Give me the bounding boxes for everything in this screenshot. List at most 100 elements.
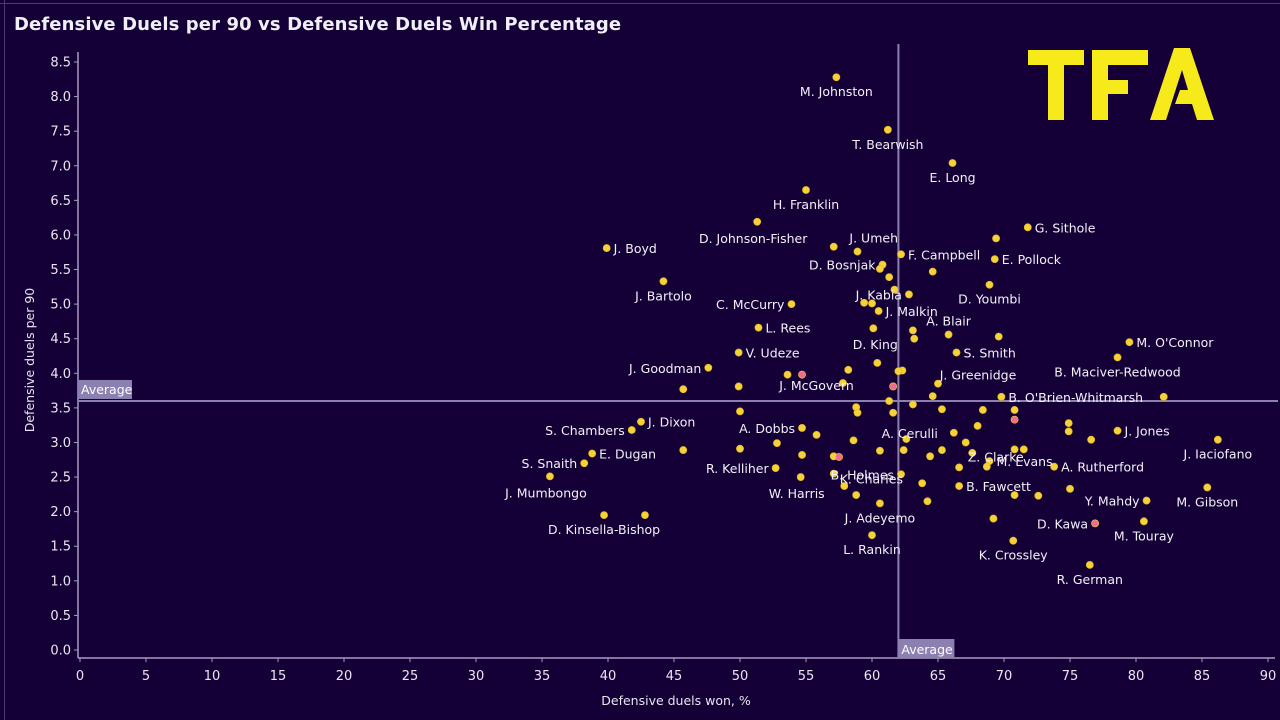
data-point[interactable] <box>704 363 713 372</box>
data-point[interactable] <box>910 334 919 343</box>
data-point[interactable] <box>1125 338 1134 347</box>
data-point[interactable] <box>873 359 882 367</box>
data-point[interactable] <box>952 348 961 357</box>
data-point[interactable] <box>909 400 917 409</box>
data-point[interactable] <box>840 482 849 490</box>
data-point[interactable] <box>588 449 597 458</box>
data-point[interactable] <box>894 367 903 376</box>
data-point[interactable] <box>869 324 878 333</box>
data-point[interactable] <box>580 459 589 468</box>
data-point[interactable] <box>1091 519 1099 528</box>
data-point[interactable] <box>868 299 876 308</box>
data-point[interactable] <box>627 426 636 434</box>
data-point[interactable] <box>852 491 861 499</box>
data-point[interactable] <box>849 436 858 445</box>
data-point[interactable] <box>1085 561 1094 569</box>
data-point[interactable] <box>868 531 876 540</box>
data-point[interactable] <box>734 348 743 357</box>
data-point[interactable] <box>1213 435 1222 444</box>
data-point[interactable] <box>1010 415 1019 424</box>
data-point[interactable] <box>1023 223 1032 232</box>
data-point[interactable] <box>923 497 932 506</box>
data-point[interactable] <box>829 469 838 478</box>
data-point[interactable] <box>602 244 611 252</box>
data-point[interactable] <box>546 472 554 481</box>
data-point[interactable] <box>1140 517 1148 526</box>
data-point[interactable] <box>1113 353 1122 362</box>
data-point[interactable] <box>889 408 898 417</box>
data-point[interactable] <box>659 277 668 286</box>
data-point[interactable] <box>1010 491 1019 499</box>
data-point[interactable] <box>928 267 937 276</box>
data-point[interactable] <box>783 370 792 379</box>
data-point[interactable] <box>829 242 838 251</box>
data-point[interactable] <box>934 379 942 388</box>
data-point[interactable] <box>994 332 1003 341</box>
data-point[interactable] <box>885 273 894 282</box>
data-point[interactable] <box>885 397 894 405</box>
data-point[interactable] <box>1010 406 1019 414</box>
data-point[interactable] <box>798 370 806 379</box>
data-point[interactable] <box>1159 392 1168 401</box>
data-point[interactable] <box>860 298 868 307</box>
data-point[interactable] <box>1050 462 1059 471</box>
data-point[interactable] <box>990 255 999 264</box>
data-point[interactable] <box>1113 426 1122 435</box>
data-point[interactable] <box>753 217 762 226</box>
data-point[interactable] <box>600 511 608 520</box>
data-point[interactable] <box>679 385 688 394</box>
data-point[interactable] <box>874 307 883 315</box>
data-point[interactable] <box>835 453 843 461</box>
data-point[interactable] <box>1066 484 1074 493</box>
data-point[interactable] <box>736 407 744 416</box>
data-point[interactable] <box>1064 427 1073 436</box>
data-point[interactable] <box>798 451 806 459</box>
data-point[interactable] <box>1009 536 1018 545</box>
data-point[interactable] <box>876 264 884 273</box>
data-point[interactable] <box>1142 496 1151 505</box>
data-point[interactable] <box>902 435 911 443</box>
data-point[interactable] <box>754 323 763 332</box>
data-point[interactable] <box>926 452 934 461</box>
data-point[interactable] <box>787 300 796 309</box>
data-point[interactable] <box>982 462 991 471</box>
data-point[interactable] <box>961 438 970 447</box>
data-point[interactable] <box>918 479 927 488</box>
data-point[interactable] <box>1087 435 1096 444</box>
data-point[interactable] <box>812 430 821 439</box>
data-point[interactable] <box>853 408 862 417</box>
data-point[interactable] <box>839 379 847 387</box>
data-point[interactable] <box>889 382 898 391</box>
data-point[interactable] <box>909 326 917 335</box>
data-point[interactable] <box>876 499 884 508</box>
data-point[interactable] <box>938 446 946 454</box>
data-point[interactable] <box>905 290 913 299</box>
data-point[interactable] <box>736 444 744 453</box>
data-point[interactable] <box>1010 445 1019 454</box>
data-point[interactable] <box>679 446 688 454</box>
data-point[interactable] <box>844 365 853 374</box>
data-point[interactable] <box>944 330 953 339</box>
data-point[interactable] <box>734 382 743 391</box>
data-point[interactable] <box>992 234 1000 243</box>
data-point[interactable] <box>955 482 964 490</box>
data-point[interactable] <box>853 247 862 256</box>
data-point[interactable] <box>948 159 957 167</box>
data-point[interactable] <box>997 392 1006 401</box>
data-point[interactable] <box>832 73 841 82</box>
data-point[interactable] <box>796 473 805 481</box>
data-point[interactable] <box>883 125 892 134</box>
data-point[interactable] <box>949 428 958 437</box>
data-point[interactable] <box>899 446 908 454</box>
data-point[interactable] <box>989 514 998 523</box>
data-point[interactable] <box>938 405 946 414</box>
data-point[interactable] <box>771 464 780 472</box>
data-point[interactable] <box>798 424 806 432</box>
data-point[interactable] <box>985 280 994 289</box>
data-point[interactable] <box>641 511 649 520</box>
data-point[interactable] <box>637 417 645 426</box>
data-point[interactable] <box>968 448 977 457</box>
data-point[interactable] <box>897 250 905 259</box>
data-point[interactable] <box>973 421 982 430</box>
data-point[interactable] <box>802 186 810 194</box>
